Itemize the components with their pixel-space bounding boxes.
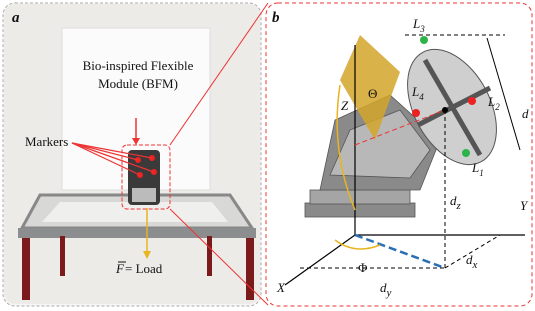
axis-label: X xyxy=(276,280,286,295)
force-text: = Load xyxy=(125,261,163,276)
table-edge xyxy=(18,228,256,238)
figure: a Bio-inspired Flexible Module (BFM) Mar… xyxy=(0,0,535,311)
marker-point xyxy=(420,36,428,44)
center-point xyxy=(442,107,448,113)
label-part: z xyxy=(456,200,462,212)
label-part: 3 xyxy=(419,24,425,34)
page: {"panel_a": {"label": "a", "title_lines"… xyxy=(0,0,535,311)
panel-label: b xyxy=(272,10,280,26)
table-leg xyxy=(60,236,65,276)
marker-point xyxy=(468,97,476,105)
table-leg xyxy=(22,238,30,300)
title-line: Bio-inspired Flexible xyxy=(83,58,194,73)
marker-point xyxy=(412,109,420,117)
label-part: 2 xyxy=(495,102,500,112)
label-part: x xyxy=(472,259,478,271)
markers-label: Markers xyxy=(25,134,68,149)
label-part: y xyxy=(386,287,392,299)
label-part: L xyxy=(487,94,495,109)
force-symbol: F xyxy=(115,261,125,276)
panel-label: a xyxy=(12,10,20,26)
label-part: L xyxy=(471,160,479,175)
marker-point xyxy=(462,149,470,157)
label-part: L xyxy=(411,84,419,99)
title-line: Module (BFM) xyxy=(98,76,178,91)
phi-label: Φ xyxy=(358,260,368,275)
panel-b: b L3 L2 L4 L1 d Θ Φ Z Y X dz dx dy xyxy=(266,3,532,306)
axis-label: Z xyxy=(341,98,349,113)
label-part: L xyxy=(412,16,420,31)
label-part: 4 xyxy=(419,92,424,102)
label-part: 1 xyxy=(479,168,484,178)
table-leg xyxy=(207,236,212,276)
theta-label: Θ xyxy=(368,86,377,101)
diameter-label: d xyxy=(522,106,529,121)
